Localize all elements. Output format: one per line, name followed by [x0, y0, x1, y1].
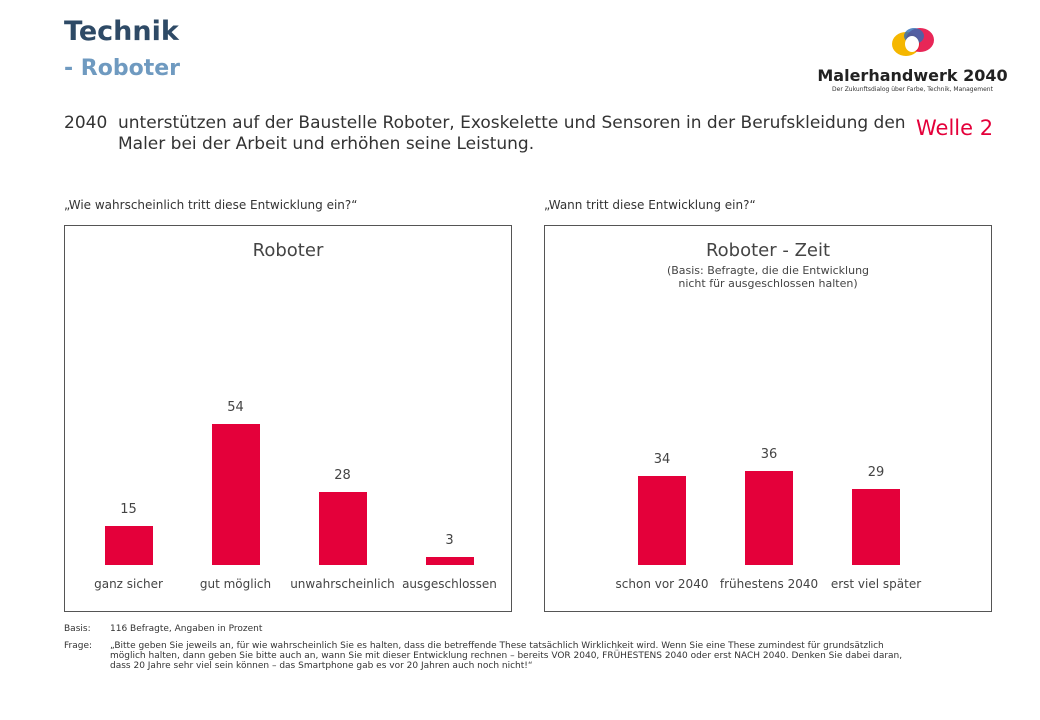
category-label: ganz sicher — [94, 577, 163, 591]
category-label: frühestens 2040 — [719, 577, 819, 591]
value-label: 54 — [227, 399, 244, 415]
bar — [318, 491, 367, 565]
category-label: unwahrscheinlich — [290, 577, 395, 591]
category-label: erst viel später — [830, 577, 922, 591]
bar — [104, 525, 153, 565]
value-label: 3 — [445, 533, 454, 549]
statement: unterstützen auf der Baustelle Roboter, … — [118, 113, 906, 154]
value-label: 15 — [120, 501, 137, 517]
title: Technik — [64, 16, 179, 47]
category-label: gut möglich — [199, 577, 272, 591]
category-label: schon vor 2040 — [615, 577, 709, 591]
logo-icon — [892, 28, 934, 56]
subtitle: - Roboter — [64, 56, 180, 81]
chart-subtitle: (Basis: Befragte, die die Entwicklung ni… — [666, 264, 870, 290]
frage-label: Frage: — [64, 641, 93, 651]
logo-name: Malerhandwerk 2040 — [817, 66, 1008, 85]
chart-title: Roboter — [252, 240, 324, 261]
bar — [425, 557, 474, 565]
statement-lead: 2040 — [64, 113, 108, 133]
basis-label: Basis: — [64, 624, 91, 634]
chart-box: Roboter 15 ganz sicher 54 gut möglich 28 unwah… — [64, 225, 512, 612]
basis: 116 Befragte, Angaben in Prozent — [110, 624, 263, 634]
value-label: 29 — [867, 465, 885, 481]
question: „Wie wahrscheinlich tritt diese Entwickl… — [64, 198, 358, 212]
bar — [852, 489, 900, 565]
chart-box: Roboter - Zeit (Basis: Befragte, die die … — [544, 225, 992, 612]
value-label: 34 — [653, 451, 671, 467]
wave: Welle 2 — [916, 116, 994, 140]
value-label: 36 — [760, 446, 778, 462]
question: „Wann tritt diese Entwicklung ein?“ — [544, 198, 756, 212]
bar — [745, 470, 793, 565]
value-label: 28 — [334, 467, 351, 483]
logo-tagline: Der Zukunftsdialog über Farbe, Technik, … — [832, 86, 993, 93]
frage: „Bitte geben Sie jeweils an, für wie wah… — [110, 641, 903, 671]
category-label: ausgeschlossen — [402, 577, 497, 591]
bar — [211, 423, 260, 565]
chart-title: Roboter - Zeit — [705, 240, 831, 261]
bar — [638, 475, 686, 565]
